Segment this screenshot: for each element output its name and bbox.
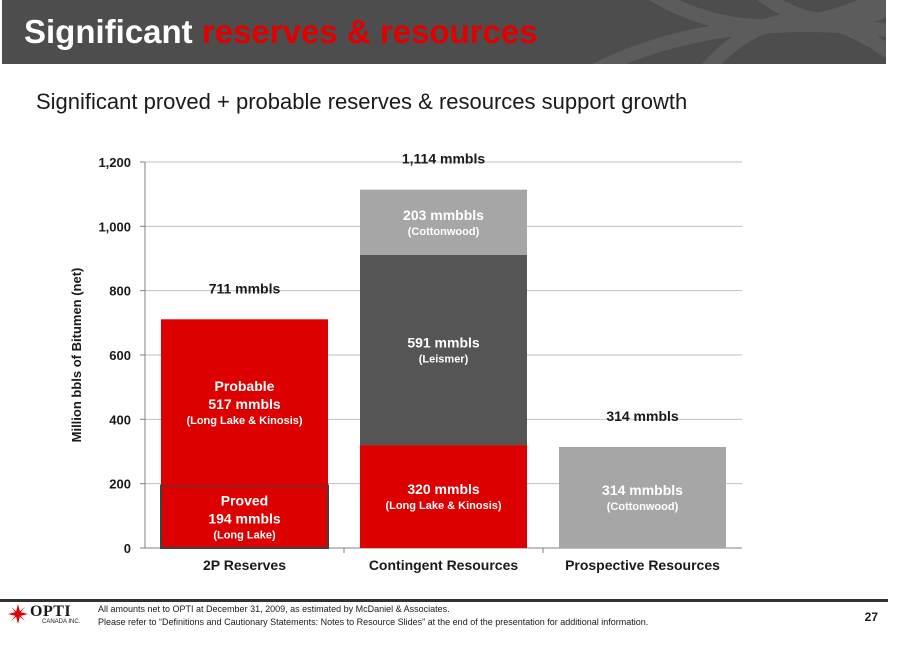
swirl-decoration-icon xyxy=(592,0,886,64)
y-tick-label: 200 xyxy=(109,477,131,492)
segment-data-label: Proved xyxy=(221,492,268,508)
y-tick-label: 600 xyxy=(109,348,131,363)
y-tick-label: 800 xyxy=(109,284,131,299)
stacked-bar-chart: 0 200 400 600 800 1,000 1,200 Million bbls of B… xyxy=(69,151,742,573)
x-category-label: 2P Reserves xyxy=(203,557,286,573)
bar-segment xyxy=(360,445,527,548)
segment-data-label: (Leismer) xyxy=(419,354,469,366)
slide-subtitle: Significant proved + probable reserves &… xyxy=(36,89,688,114)
bar-segment xyxy=(360,254,527,446)
segment-data-label: 194 mmbls xyxy=(208,510,281,526)
x-category-label: Prospective Resources xyxy=(565,557,720,573)
bar-segment xyxy=(559,446,726,548)
segment-data-label: 203 mmbbls xyxy=(403,207,484,223)
title-part-red: reserves & resources xyxy=(201,13,538,50)
segment-data-label: (Cottonwood) xyxy=(408,226,480,238)
segment-data-label: (Cottonwood) xyxy=(607,501,679,513)
x-category-label: Contingent Resources xyxy=(369,557,519,573)
y-tick-label: 400 xyxy=(109,412,131,427)
page-number: 27 xyxy=(864,610,878,624)
slide-title: Significant reserves & resources xyxy=(24,13,538,51)
segment-data-label: (Long Lake) xyxy=(213,529,276,541)
footer-divider xyxy=(0,599,888,602)
bar-segment xyxy=(360,189,527,255)
segment-data-label: 517 mmbls xyxy=(208,396,281,412)
footnote-line-1: All amounts net to OPTI at December 31, … xyxy=(98,604,450,614)
segment-data-label: Probable xyxy=(215,378,275,394)
y-axis-title: Million bbls of Bitumen (net) xyxy=(69,268,84,443)
footnote-line-2: Please refer to “Definitions and Caution… xyxy=(98,617,649,627)
opti-star-icon xyxy=(8,604,28,624)
logo-subtext: CANADA INC. xyxy=(42,619,81,625)
segment-data-label: 591 mmbls xyxy=(407,335,480,351)
footnote: All amounts net to OPTI at December 31, … xyxy=(98,603,648,629)
segment-data-label: 314 mmbbls xyxy=(602,482,683,498)
total-data-label: 314 mmbls xyxy=(606,408,679,424)
segment-data-label: (Long Lake & Kinosis) xyxy=(186,415,302,427)
bar-segment xyxy=(160,484,329,550)
y-tick-label: 1,000 xyxy=(98,219,131,234)
opti-logo: OPTI CANADA INC. xyxy=(8,603,88,628)
total-data-label: 711 mmbls xyxy=(209,280,281,296)
y-tick-label: 0 xyxy=(124,541,131,556)
slide-header: Significant reserves & resources xyxy=(2,0,886,64)
title-part-white: Significant xyxy=(24,13,193,50)
logo-text: OPTI xyxy=(30,603,72,620)
segment-data-label: (Long Lake & Kinosis) xyxy=(385,500,501,512)
segment-data-label: 320 mmbls xyxy=(407,481,480,497)
bar-segment xyxy=(161,319,328,486)
total-data-label: 1,114 mmbls xyxy=(402,151,485,167)
y-tick-label: 1,200 xyxy=(98,155,131,170)
